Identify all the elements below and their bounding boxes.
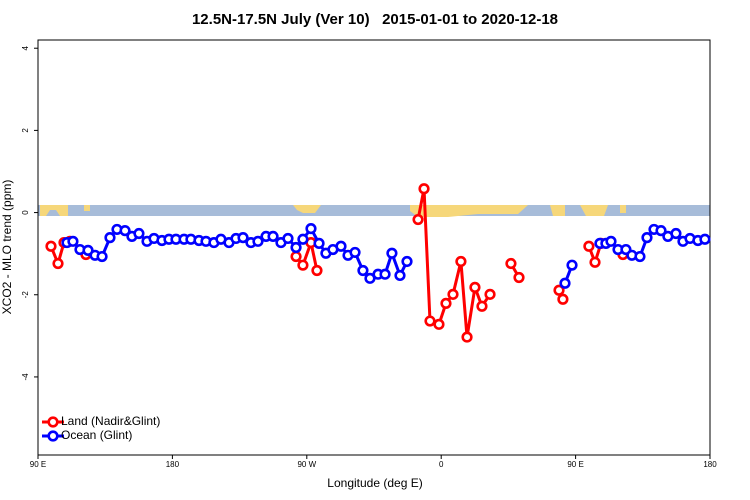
x-axis-title: Longitude (deg E) [327,476,422,490]
point [267,230,279,243]
point [394,269,406,282]
point [557,293,569,305]
y-tick-label: 0 [21,210,30,215]
point [634,250,646,263]
legend-label: Land (Nadir&Glint) [61,414,160,428]
point [290,250,302,263]
point [583,240,595,252]
point [52,257,64,270]
point [335,240,347,252]
point [133,227,145,240]
point [282,232,294,245]
point [104,232,116,244]
point [433,318,445,330]
point [82,244,94,256]
point [605,235,617,247]
point [96,250,108,263]
legend-marker [47,430,59,442]
point [505,257,517,270]
land-mask-strip [38,205,710,217]
point [670,227,682,240]
point [379,268,391,280]
point [589,256,601,268]
point [67,235,79,247]
point [311,264,323,277]
plot-frame [37,39,711,456]
point [440,297,452,309]
y-tick-label: 4 [21,45,30,50]
point [559,277,571,289]
point [476,300,488,312]
point [566,259,578,271]
point [357,264,369,277]
point [412,213,424,226]
x-tick-label: 90 E [30,460,46,469]
point [119,225,131,237]
point [455,255,467,268]
y-tick-label: -2 [21,291,30,299]
point [641,232,653,244]
y-axis-title: XCO2 - MLO trend (ppm) [0,180,14,315]
point [297,259,309,271]
x-tick-label: 90 E [567,460,583,469]
legend-label: Ocean (Glint) [61,428,132,442]
y-tick-label: 2 [21,128,30,133]
point [424,315,436,327]
point [237,232,249,244]
point [313,237,325,249]
point [447,288,459,300]
point [45,240,57,252]
point [461,331,473,343]
plot-layer: 90 E 180 90 W 0 90 E 180 -4 -2 0 2 4 Land (Nadir&Gl… [21,45,717,469]
point [297,233,309,245]
chart-title: 12.5N-17.5N July (Ver 10) 2015-01-01 to … [192,11,558,28]
point [553,284,565,296]
x-tick-label: 90 W [297,460,316,469]
point [513,271,525,284]
point [386,247,398,259]
point [349,246,361,259]
point [484,288,496,300]
point [699,233,711,245]
legend-marker [47,416,59,428]
point [252,235,264,247]
x-tick-label: 0 [439,460,444,469]
point [290,241,302,254]
point [401,255,413,268]
point [655,225,667,237]
x-tick-label: 180 [166,460,180,469]
point [418,183,430,195]
y-tick-label: -4 [21,373,30,381]
x-tick-label: 180 [703,460,717,469]
point [469,281,481,293]
point [305,222,317,235]
